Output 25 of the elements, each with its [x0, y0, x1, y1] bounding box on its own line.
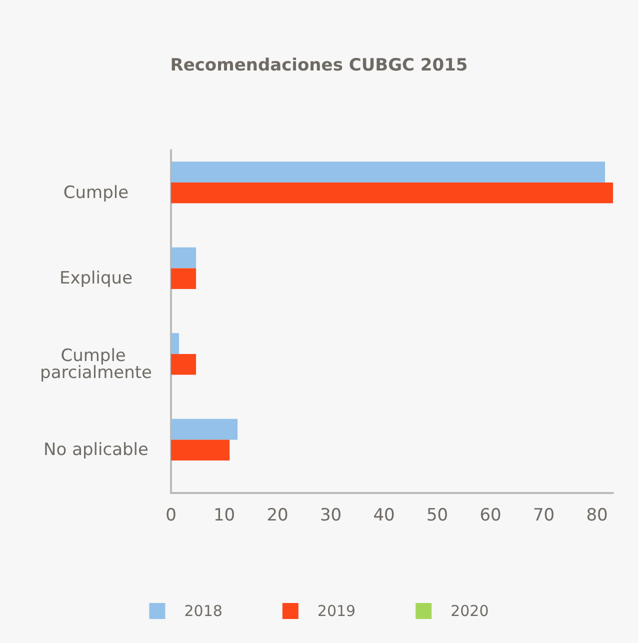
y-tick-label: Cumple: [63, 182, 129, 203]
bar: [171, 247, 196, 268]
y-tick-label: No aplicable: [44, 440, 148, 460]
legend-label: 2020: [450, 602, 489, 620]
bar: [171, 354, 196, 375]
bar: [171, 182, 613, 204]
bar: [171, 333, 179, 354]
x-tick-label: 40: [373, 506, 395, 526]
bar: [171, 268, 196, 290]
x-tick-label: 20: [266, 506, 288, 526]
y-tick-label: Explique: [59, 268, 133, 289]
legend-label: 2019: [317, 602, 356, 620]
x-tick-label: 0: [166, 506, 176, 526]
x-tick-label: 50: [426, 506, 448, 526]
bar: [171, 162, 606, 182]
bar: [171, 418, 238, 440]
x-tick-label: 80: [586, 506, 608, 526]
x-tick-label: 60: [480, 506, 502, 526]
x-tick-label: 30: [320, 506, 342, 526]
chart-title: Recomendaciones CUBGC 2015: [170, 56, 468, 76]
x-tick-label: 10: [213, 506, 236, 526]
bar: [171, 440, 230, 461]
x-tick-label: 70: [532, 506, 555, 526]
y-tick-label: Cumple parcialmente: [40, 346, 152, 383]
legend-label: 2018: [184, 602, 222, 620]
